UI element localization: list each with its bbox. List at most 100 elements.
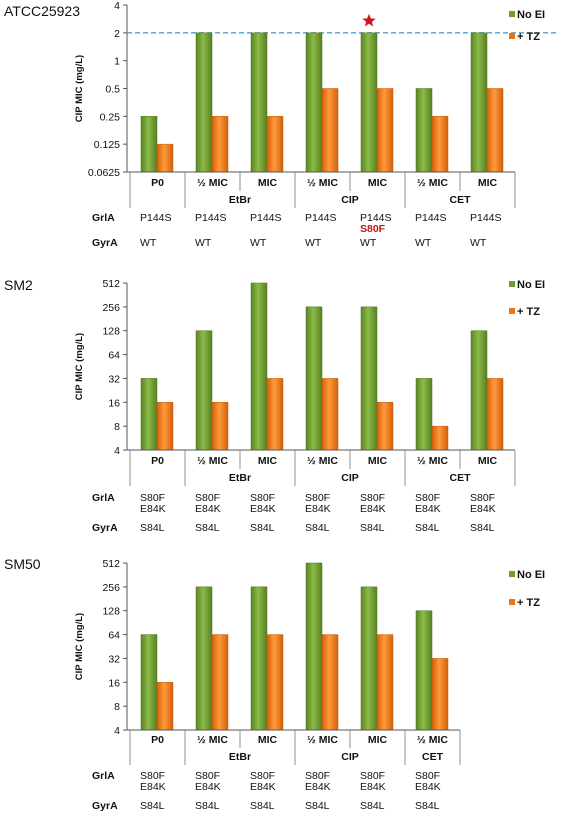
- grla-mutation: P144S: [195, 212, 227, 224]
- category-label: MIC: [478, 455, 498, 467]
- gyra-mutation: S84L: [140, 522, 165, 534]
- category-label: MIC: [258, 455, 278, 467]
- group-label: CET: [422, 751, 444, 763]
- grla-mutation: S80F: [470, 492, 495, 504]
- y-tick-label: 0.25: [100, 111, 121, 123]
- gyra-mutation: S84L: [360, 800, 385, 812]
- bar-tz: [486, 88, 504, 173]
- legend-label-no-ei: No EI: [517, 279, 545, 291]
- category-label: ½ MIC: [307, 177, 338, 189]
- legend-label-tz: + TZ: [517, 306, 540, 318]
- grla-mutation: E84K: [305, 781, 331, 793]
- category-label: ½ MIC: [197, 177, 228, 189]
- bar-no-ei: [470, 32, 488, 173]
- legend-label-tz: + TZ: [517, 597, 540, 609]
- gyra-mutation: S84L: [360, 522, 385, 534]
- bar-no-ei: [360, 306, 378, 451]
- chart-panel-atcc25923: ATCC25923 CIP MIC (mg/L) 0.0625 0.125 0.25 0.…: [4, 0, 557, 249]
- bar-no-ei: [360, 586, 378, 731]
- legend-label-no-ei: No EI: [517, 9, 545, 21]
- y-axis-label: CIP MIC (mg/L): [74, 613, 85, 680]
- category-label: MIC: [258, 734, 278, 746]
- y-axis-label: CIP MIC (mg/L): [74, 55, 85, 122]
- y-tick-label: 64: [108, 350, 120, 362]
- grla-mutation: S80F: [250, 770, 275, 782]
- legend-swatch-no-ei: [509, 571, 515, 577]
- grla-mutation: P144S: [250, 212, 282, 224]
- category-label: ½ MIC: [307, 734, 338, 746]
- bar-tz: [321, 378, 339, 451]
- grla-mutation: S80F: [140, 770, 165, 782]
- bar-no-ei: [250, 282, 268, 451]
- gyra-mutation: S84L: [195, 800, 220, 812]
- legend-label-no-ei: No EI: [517, 569, 545, 581]
- category-label: P0: [151, 734, 164, 746]
- gyra-mutation: WT: [140, 237, 157, 249]
- y-tick-label: 256: [102, 582, 120, 594]
- y-tick-label: 64: [108, 630, 120, 642]
- grla-mutation: E84K: [140, 781, 166, 793]
- category-label: MIC: [368, 455, 388, 467]
- gyra-mutation: S84L: [195, 522, 220, 534]
- gyra-row-label: GyrA: [92, 522, 118, 534]
- grla-mutation: S80F: [305, 770, 330, 782]
- gyra-mutation: S84L: [415, 522, 440, 534]
- bar-tz: [211, 116, 229, 173]
- chart-panel-sm50: SM50 CIP MIC (mg/L) 4 8 16 32 64 128 256 512 P0 ½ M…: [4, 556, 545, 812]
- bar-no-ei: [415, 88, 433, 173]
- y-tick-label: 4: [114, 445, 120, 457]
- group-label: EtBr: [229, 751, 251, 763]
- bar-tz: [266, 634, 284, 731]
- grla-mutation: E84K: [250, 781, 276, 793]
- category-label: ½ MIC: [197, 455, 228, 467]
- legend-label-tz: + TZ: [517, 31, 540, 43]
- gyra-mutation: S84L: [140, 800, 165, 812]
- grla-mutation: E84K: [195, 781, 221, 793]
- bar-tz: [321, 634, 339, 731]
- y-tick-label: 512: [102, 278, 120, 290]
- group-label: CIP: [341, 194, 359, 206]
- bar-no-ei: [195, 32, 213, 173]
- bar-no-ei: [360, 32, 378, 173]
- group-label: EtBr: [229, 194, 251, 206]
- bar-no-ei: [250, 32, 268, 173]
- grla-mutation: S80F: [250, 492, 275, 504]
- gyra-mutation: S84L: [305, 800, 330, 812]
- category-label: MIC: [478, 177, 498, 189]
- grla-mutation: E84K: [195, 503, 221, 515]
- category-label: ½ MIC: [417, 455, 448, 467]
- star-icon: [362, 13, 376, 27]
- group-label: CET: [450, 194, 472, 206]
- group-label: CIP: [341, 751, 359, 763]
- y-tick-label: 1: [114, 56, 120, 68]
- grla-mutation: S80F: [415, 770, 440, 782]
- bar-no-ei: [140, 116, 158, 173]
- chart-panel-sm2: SM2 CIP MIC (mg/L) 4 8 16 32 64 128 256 512 P0 ½ MI…: [4, 277, 545, 534]
- bar-no-ei: [305, 562, 323, 731]
- y-tick-label: 128: [102, 606, 120, 618]
- grla-mutation: S80F: [415, 492, 440, 504]
- gyra-row-label: GyrA: [92, 800, 118, 812]
- y-tick-label: 0.5: [105, 84, 120, 96]
- panel-title: SM2: [4, 277, 33, 293]
- gyra-mutation: S84L: [470, 522, 495, 534]
- gyra-mutation: WT: [195, 237, 212, 249]
- y-tick-label: 2: [114, 28, 120, 40]
- bar-tz: [431, 658, 449, 731]
- y-tick-label: 128: [102, 326, 120, 338]
- grla-mutation: E84K: [415, 781, 441, 793]
- grla-row-label: GrlA: [92, 770, 115, 782]
- bar-tz: [486, 378, 504, 451]
- category-label: MIC: [258, 177, 278, 189]
- bar-tz: [431, 425, 449, 451]
- y-tick-label: 0.125: [94, 139, 120, 151]
- group-label: EtBr: [229, 472, 251, 484]
- gyra-mutation: WT: [470, 237, 487, 249]
- gyra-mutation: S84L: [250, 800, 275, 812]
- grla-mutation: P144S: [140, 212, 172, 224]
- y-tick-label: 8: [114, 421, 120, 433]
- category-label: ½ MIC: [307, 455, 338, 467]
- grla-mutation: P144S: [415, 212, 447, 224]
- legend-swatch-tz: [509, 33, 515, 39]
